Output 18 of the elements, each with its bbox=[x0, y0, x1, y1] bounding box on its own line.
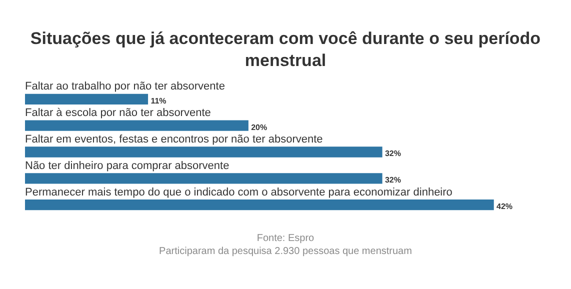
data-label: 32% bbox=[384, 149, 401, 158]
bar bbox=[25, 146, 382, 158]
y-tick-label: Faltar ao trabalho por não ter absorvente bbox=[25, 80, 225, 93]
data-label: 20% bbox=[251, 122, 268, 132]
data-label: 42% bbox=[496, 202, 513, 212]
y-tick-label: Não ter dinheiro para comprar absorvente bbox=[25, 160, 230, 172]
source-note: Fonte: Espro bbox=[256, 232, 316, 245]
text: Participaram da pesquisa 2.930 pessoas que menstruam bbox=[158, 245, 413, 258]
bar bbox=[25, 173, 382, 184]
chart-title: Situações que já aconteceram com você durante o seu período menstrual bbox=[29, 28, 542, 72]
bar bbox=[25, 94, 148, 105]
y-tick-label: Faltar em eventos, festas e encontros por não ter absorvente bbox=[25, 134, 323, 146]
bar bbox=[25, 199, 494, 210]
y-tick-label: Permanecer mais tempo do que o indicado com o absorvente para economizar dinheiro bbox=[25, 186, 452, 198]
y-tick-label: Faltar à escola por não ter absorvente bbox=[25, 107, 211, 120]
bar bbox=[25, 120, 248, 131]
data-label: 11% bbox=[150, 96, 166, 106]
data-label: 32% bbox=[384, 176, 401, 185]
